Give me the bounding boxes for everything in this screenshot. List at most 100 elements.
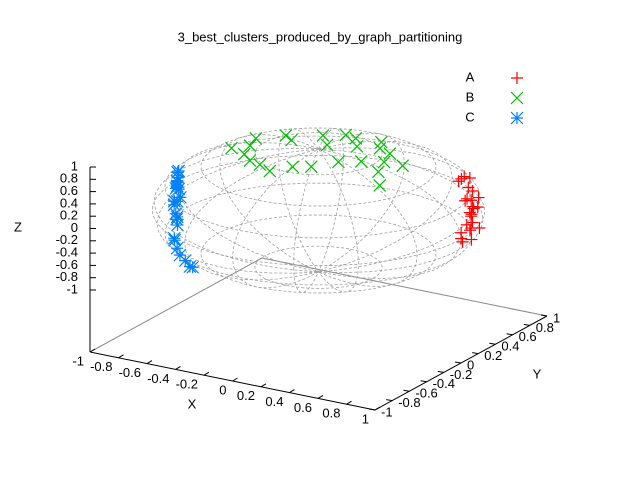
point: [374, 135, 388, 149]
chart-title: 3_best_clusters_produced_by_graph_partit…: [178, 29, 463, 44]
x-axis-label: X: [188, 396, 197, 411]
point: [373, 178, 387, 192]
z-tick-label: 0.4: [60, 195, 78, 210]
x-tick-label: -0.8: [90, 359, 112, 374]
point: [459, 194, 472, 207]
y-tick: [420, 380, 427, 383]
x-tick: [203, 371, 210, 376]
sphere-parallel: [164, 135, 473, 239]
point: [173, 190, 187, 204]
y-tick: [368, 408, 376, 411]
x-tick-label: -0.6: [119, 365, 141, 380]
sphere-parallel: [254, 245, 383, 289]
y-tick-label: -0.8: [398, 395, 420, 410]
y-tick: [437, 370, 444, 373]
y-tick: [454, 361, 462, 364]
z-axis-label: Z: [14, 219, 22, 234]
point: [170, 180, 184, 194]
y-tick: [403, 389, 410, 392]
point: [452, 175, 465, 188]
sphere-parallel: [164, 182, 473, 286]
point: [167, 194, 181, 208]
x-tick-label: 0.8: [322, 406, 340, 421]
x-tick-label: 0: [219, 382, 226, 397]
point: [462, 181, 475, 194]
x-tick: [346, 400, 352, 405]
point: [466, 216, 479, 229]
legend-label: B: [466, 89, 475, 104]
point: [339, 128, 353, 142]
y-tick-label: 0.6: [519, 329, 537, 344]
point: [473, 221, 486, 234]
x-tick: [146, 360, 153, 365]
x-tick-label: 1: [362, 411, 369, 426]
z-tick-label: -0.2: [56, 232, 78, 247]
y-tick-label: 0.8: [536, 320, 554, 335]
point: [455, 232, 468, 245]
legend-marker: [510, 91, 524, 105]
point: [316, 129, 330, 142]
y-tick-label: -0.4: [433, 376, 455, 391]
point: [183, 260, 197, 273]
back-edge: [89, 257, 263, 353]
z-tick-label: 0: [71, 220, 78, 235]
point: [253, 158, 267, 171]
point: [243, 154, 257, 167]
point: [186, 260, 200, 274]
y-axis-label: Y: [533, 366, 542, 381]
point: [350, 139, 364, 153]
x-tick-label: -1: [72, 353, 84, 368]
legend-label: C: [465, 109, 474, 124]
point: [371, 165, 385, 179]
series-0: [452, 170, 486, 248]
series-1: [225, 128, 410, 192]
sphere-parallel: [254, 132, 383, 176]
sphere-parallel: [200, 127, 437, 207]
x-tick: [89, 348, 96, 353]
point: [331, 155, 345, 169]
point: [320, 138, 334, 152]
legend-label: A: [466, 69, 475, 84]
y-tick-label: 1: [553, 310, 560, 325]
point: [455, 172, 468, 185]
point: [171, 218, 184, 232]
point: [285, 133, 298, 147]
point: [243, 139, 257, 153]
point: [396, 159, 410, 173]
x-tick: [374, 406, 381, 411]
z-tick-label: -1: [66, 281, 78, 296]
z-tick-label: -0.8: [56, 269, 78, 284]
z-tick-label: 1: [71, 158, 78, 173]
z-tick-label: -0.6: [56, 257, 78, 272]
x-tick: [260, 383, 267, 388]
y-tick-label: 0: [467, 357, 474, 372]
point: [170, 212, 184, 226]
y-tick: [472, 352, 479, 355]
y-tick-label: 0.4: [501, 339, 519, 354]
point: [467, 202, 480, 215]
point: [472, 191, 485, 204]
point: [463, 224, 476, 237]
x-tick: [118, 354, 124, 359]
sphere-meridian: [156, 147, 481, 274]
point: [169, 207, 183, 221]
y-tick-label: -0.2: [450, 367, 472, 382]
point: [170, 241, 184, 255]
point: [249, 131, 263, 145]
point: [463, 172, 476, 184]
y-tick-label: -1: [381, 404, 393, 419]
point: [465, 233, 478, 246]
point: [458, 170, 471, 183]
y-tick: [506, 333, 513, 336]
y-tick: [523, 323, 530, 326]
sphere-meridian: [184, 140, 453, 281]
x-tick-label: -0.2: [176, 377, 198, 392]
point: [279, 129, 293, 143]
point: [465, 208, 478, 221]
x-tick: [289, 389, 295, 394]
point: [178, 254, 192, 268]
point: [456, 235, 469, 248]
sphere-parallel: [200, 214, 437, 294]
